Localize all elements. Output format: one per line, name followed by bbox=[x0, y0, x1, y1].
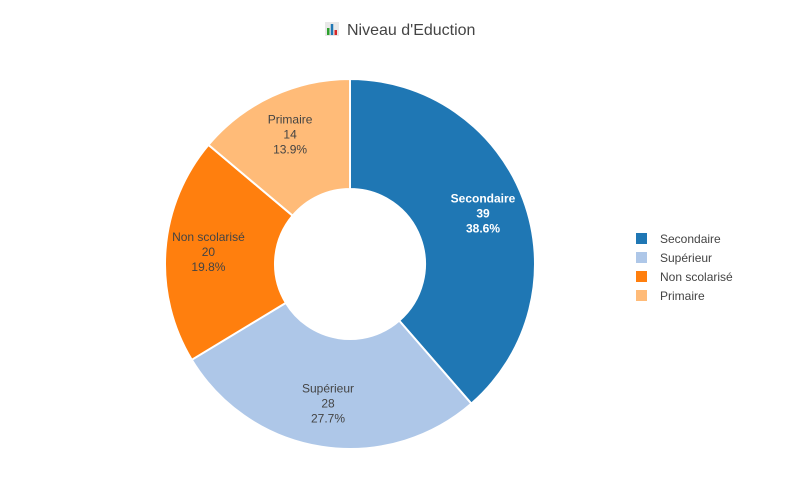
chart-title: Niveau d'Eduction bbox=[0, 22, 800, 40]
legend-label: Supérieur bbox=[660, 250, 713, 265]
slice-label-percent: 19.8% bbox=[191, 260, 225, 274]
slice-label-value: 28 bbox=[321, 396, 335, 410]
bar-chart-icon bbox=[324, 22, 339, 36]
legend-swatch bbox=[636, 271, 647, 282]
slice-primaire[interactable] bbox=[207, 77, 351, 218]
slice-label-percent: 38.6% bbox=[466, 221, 500, 235]
chart-legend: Secondaire Supérieur Non scolarisé Primaire bbox=[636, 229, 733, 305]
slice-label-name: Supérieur bbox=[302, 381, 354, 395]
legend-swatch bbox=[636, 233, 647, 244]
slice-label-name: Secondaire bbox=[451, 191, 516, 205]
legend-swatch bbox=[636, 252, 647, 263]
legend-item-primaire[interactable]: Primaire bbox=[636, 286, 733, 305]
chart-title-text: Niveau d'Eduction bbox=[346, 22, 476, 39]
slice-label-percent: 13.9% bbox=[273, 142, 307, 156]
slice-label-name: Non scolarisé bbox=[172, 230, 245, 244]
legend-label: Primaire bbox=[660, 288, 705, 303]
legend-item-non-scolarise[interactable]: Non scolarisé bbox=[636, 267, 733, 286]
legend-label: Secondaire bbox=[660, 231, 721, 246]
slice-label-percent: 27.7% bbox=[311, 411, 345, 425]
slice-label-value: 20 bbox=[202, 245, 216, 259]
slice-secondaire[interactable] bbox=[349, 77, 536, 406]
slice-non-scolarise[interactable] bbox=[164, 143, 295, 362]
slice-label-value: 14 bbox=[283, 127, 297, 141]
legend-label: Non scolarisé bbox=[660, 269, 733, 284]
slice-superieur[interactable] bbox=[190, 301, 473, 450]
legend-item-secondaire[interactable]: Secondaire bbox=[636, 229, 733, 248]
slice-label-value: 39 bbox=[476, 206, 490, 220]
legend-item-superieur[interactable]: Supérieur bbox=[636, 248, 733, 267]
legend-swatch bbox=[636, 290, 647, 301]
slice-label-name: Primaire bbox=[268, 112, 313, 126]
